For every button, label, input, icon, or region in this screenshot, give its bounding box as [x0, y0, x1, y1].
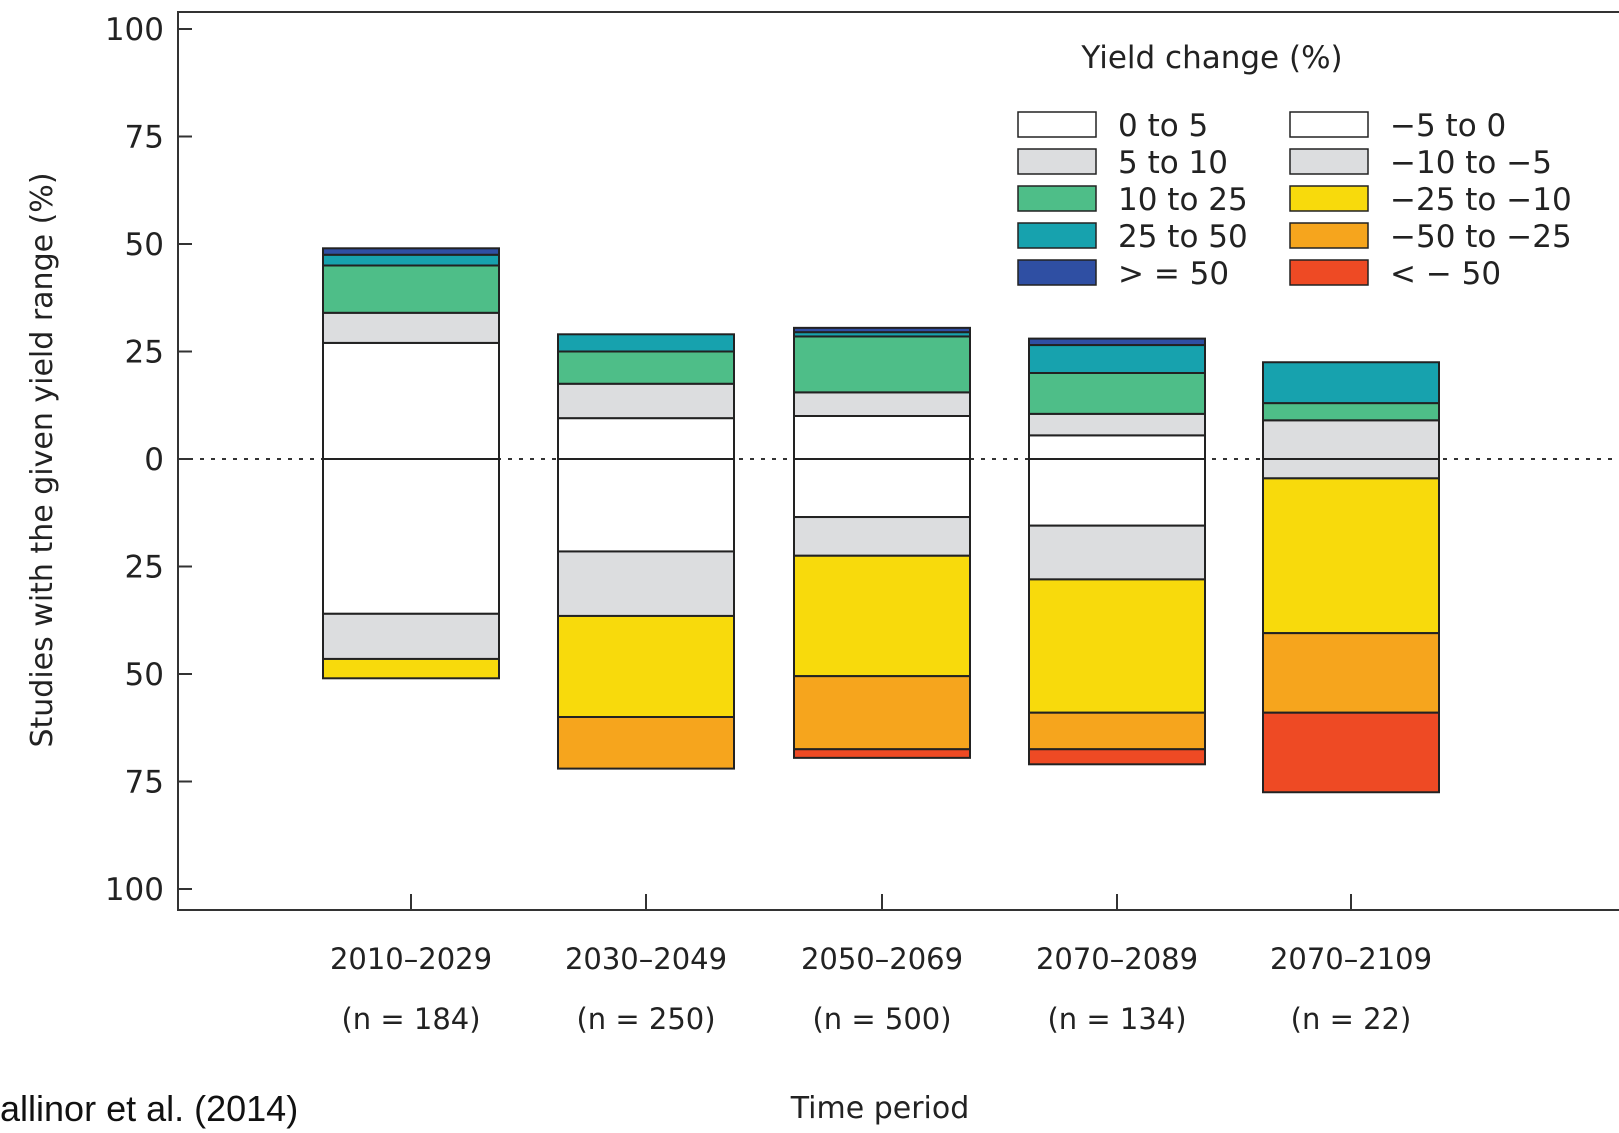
bar-segment [322, 612, 500, 660]
plot-frame [177, 11, 1619, 911]
legend-label: 0 to 5 [1118, 108, 1208, 144]
bar-segment [793, 335, 971, 394]
bar-segment [322, 264, 500, 314]
source-caption: hallinor et al. (2014) [0, 1088, 299, 1129]
y-tick-label: 100 [105, 872, 164, 908]
bar-segment [1028, 711, 1206, 751]
x-tick-label: 2050–2069 [801, 942, 963, 976]
x-tick-label: 2010–2029 [330, 942, 492, 976]
bar-segment [557, 458, 735, 553]
y-tick-label: 75 [125, 765, 164, 801]
bar-segment [1262, 458, 1440, 480]
bar-segment [1028, 412, 1206, 437]
bar-segment [793, 554, 971, 678]
bar-segment [322, 657, 500, 680]
bar-segment [1262, 361, 1440, 405]
y-tick-label: 50 [125, 657, 164, 693]
bar-segment [1028, 524, 1206, 581]
bar-segment [1262, 419, 1440, 460]
bar-segment [793, 458, 971, 519]
legend-swatch [1017, 111, 1097, 138]
y-tick-label: 25 [125, 550, 164, 586]
bar-segment [322, 247, 500, 256]
bar-stack [322, 247, 500, 680]
legend-swatch [1017, 148, 1097, 175]
bar-segment [1028, 578, 1206, 714]
bar-segment [557, 382, 735, 420]
bar-segment [1262, 402, 1440, 422]
y-axis-label: Studies with the given yield range (%) [25, 172, 60, 747]
x-tick-sample-size: (n = 134) [1047, 1002, 1186, 1036]
x-axis: 2010–2029 (n = 184) 2030–2049 (n = 250) 2050… [330, 894, 1432, 1036]
bar-segment [793, 391, 971, 418]
y-tick-label: 100 [105, 12, 164, 48]
legend-label: > = 50 [1118, 256, 1229, 292]
bar-segment [322, 341, 500, 460]
bar-segment [1262, 632, 1440, 714]
x-tick-sample-size: (n = 250) [576, 1002, 715, 1036]
bar-segment [557, 614, 735, 719]
legend-swatch [1289, 148, 1369, 175]
bar-segment [1028, 337, 1206, 347]
bar-segment [557, 350, 735, 385]
y-tick-label: 0 [144, 442, 164, 478]
bar-segment [557, 333, 735, 353]
bar-stack [1028, 337, 1206, 766]
legend-label: 10 to 25 [1118, 182, 1248, 218]
y-axis: 100 75 50 25 0 25 50 75 100 [105, 12, 192, 908]
bar-stack [557, 333, 735, 770]
bar-segment [1028, 372, 1206, 415]
legend-label: −5 to 0 [1390, 108, 1506, 144]
y-tick-label: 50 [125, 227, 164, 263]
x-tick-label: 2030–2049 [565, 942, 727, 976]
x-tick-sample-size: (n = 500) [812, 1002, 951, 1036]
bar-segment [1028, 434, 1206, 461]
bar-segment [793, 675, 971, 751]
legend-swatch [1289, 259, 1369, 286]
bar-segment [793, 326, 971, 334]
y-tick-label: 25 [125, 335, 164, 371]
legend-label: 5 to 10 [1118, 145, 1228, 181]
bar-segment [557, 550, 735, 617]
bar-segment [793, 748, 971, 759]
bar-segment [1028, 344, 1206, 374]
legend-swatch [1289, 111, 1369, 138]
legend-label: −50 to −25 [1390, 219, 1572, 255]
legend-label: −25 to −10 [1390, 182, 1572, 218]
bar-stack [793, 326, 971, 759]
bar-segment [557, 417, 735, 460]
y-tick-label: 75 [125, 120, 164, 156]
legend-title: Yield change (%) [1080, 40, 1342, 76]
bar-segment [322, 253, 500, 267]
bar-segment [1028, 748, 1206, 766]
x-tick-label: 2070–2109 [1270, 942, 1432, 976]
legend-swatch [1289, 222, 1369, 249]
legend-label: < − 50 [1390, 256, 1501, 292]
legend-swatch [1017, 222, 1097, 249]
x-tick-label: 2070–2089 [1036, 942, 1198, 976]
legend-swatch [1289, 185, 1369, 212]
bar-segment [1262, 477, 1440, 635]
legend-label: −10 to −5 [1390, 145, 1552, 181]
bar-stack [1262, 361, 1440, 794]
bar-segment [322, 311, 500, 344]
legend: Yield change (%) 0 to 5 −5 to 0 5 to 10 −10 … [1017, 40, 1572, 292]
legend-label: 25 to 50 [1118, 219, 1248, 255]
x-axis-label: Time period [790, 1091, 970, 1126]
bar-segment [793, 415, 971, 460]
bar-segment [322, 458, 500, 615]
bar-segment [1028, 458, 1206, 527]
bar-stacks [322, 247, 1440, 794]
legend-swatch [1017, 185, 1097, 212]
x-tick-sample-size: (n = 184) [341, 1002, 480, 1036]
bar-segment [793, 516, 971, 557]
bar-segment [557, 716, 735, 770]
bar-segment [1262, 711, 1440, 794]
legend-swatch [1017, 259, 1097, 286]
x-tick-sample-size: (n = 22) [1291, 1002, 1412, 1036]
